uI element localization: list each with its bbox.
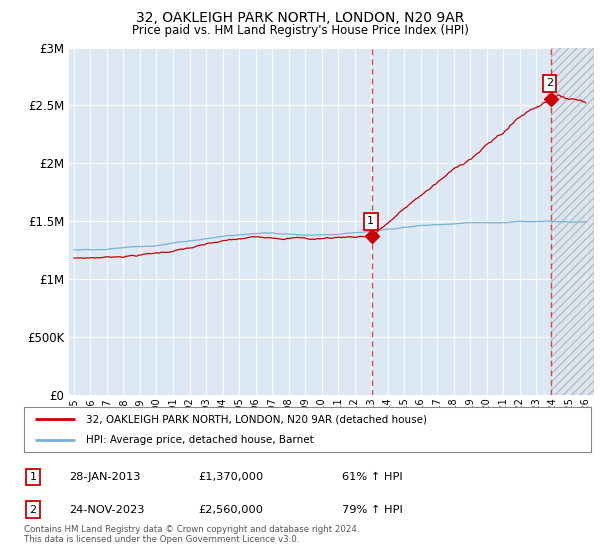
Text: 2: 2 xyxy=(546,78,553,88)
Text: 28-JAN-2013: 28-JAN-2013 xyxy=(69,472,140,482)
Text: 1: 1 xyxy=(367,216,374,226)
Text: 2: 2 xyxy=(29,505,37,515)
Text: 1: 1 xyxy=(29,472,37,482)
Text: 61% ↑ HPI: 61% ↑ HPI xyxy=(342,472,403,482)
Bar xyxy=(551,48,594,395)
Text: HPI: Average price, detached house, Barnet: HPI: Average price, detached house, Barn… xyxy=(86,435,314,445)
Text: 32, OAKLEIGH PARK NORTH, LONDON, N20 9AR: 32, OAKLEIGH PARK NORTH, LONDON, N20 9AR xyxy=(136,11,464,25)
Text: 32, OAKLEIGH PARK NORTH, LONDON, N20 9AR (detached house): 32, OAKLEIGH PARK NORTH, LONDON, N20 9AR… xyxy=(86,414,427,424)
Text: 79% ↑ HPI: 79% ↑ HPI xyxy=(342,505,403,515)
Text: £1,370,000: £1,370,000 xyxy=(198,472,263,482)
Text: £2,560,000: £2,560,000 xyxy=(198,505,263,515)
Text: Price paid vs. HM Land Registry's House Price Index (HPI): Price paid vs. HM Land Registry's House … xyxy=(131,24,469,36)
Text: Contains HM Land Registry data © Crown copyright and database right 2024.
This d: Contains HM Land Registry data © Crown c… xyxy=(24,525,359,544)
Text: 24-NOV-2023: 24-NOV-2023 xyxy=(69,505,145,515)
